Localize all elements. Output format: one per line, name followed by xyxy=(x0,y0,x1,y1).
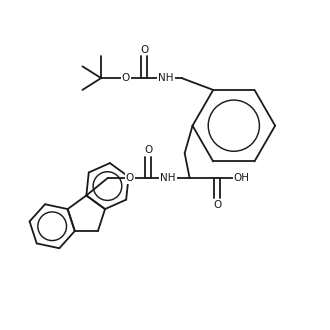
Text: O: O xyxy=(140,45,148,54)
Text: O: O xyxy=(213,200,221,210)
Text: NH: NH xyxy=(158,73,174,83)
Text: O: O xyxy=(125,173,134,183)
Text: O: O xyxy=(144,145,152,155)
Text: OH: OH xyxy=(234,173,250,183)
Text: NH: NH xyxy=(160,173,176,183)
Text: O: O xyxy=(121,73,130,83)
